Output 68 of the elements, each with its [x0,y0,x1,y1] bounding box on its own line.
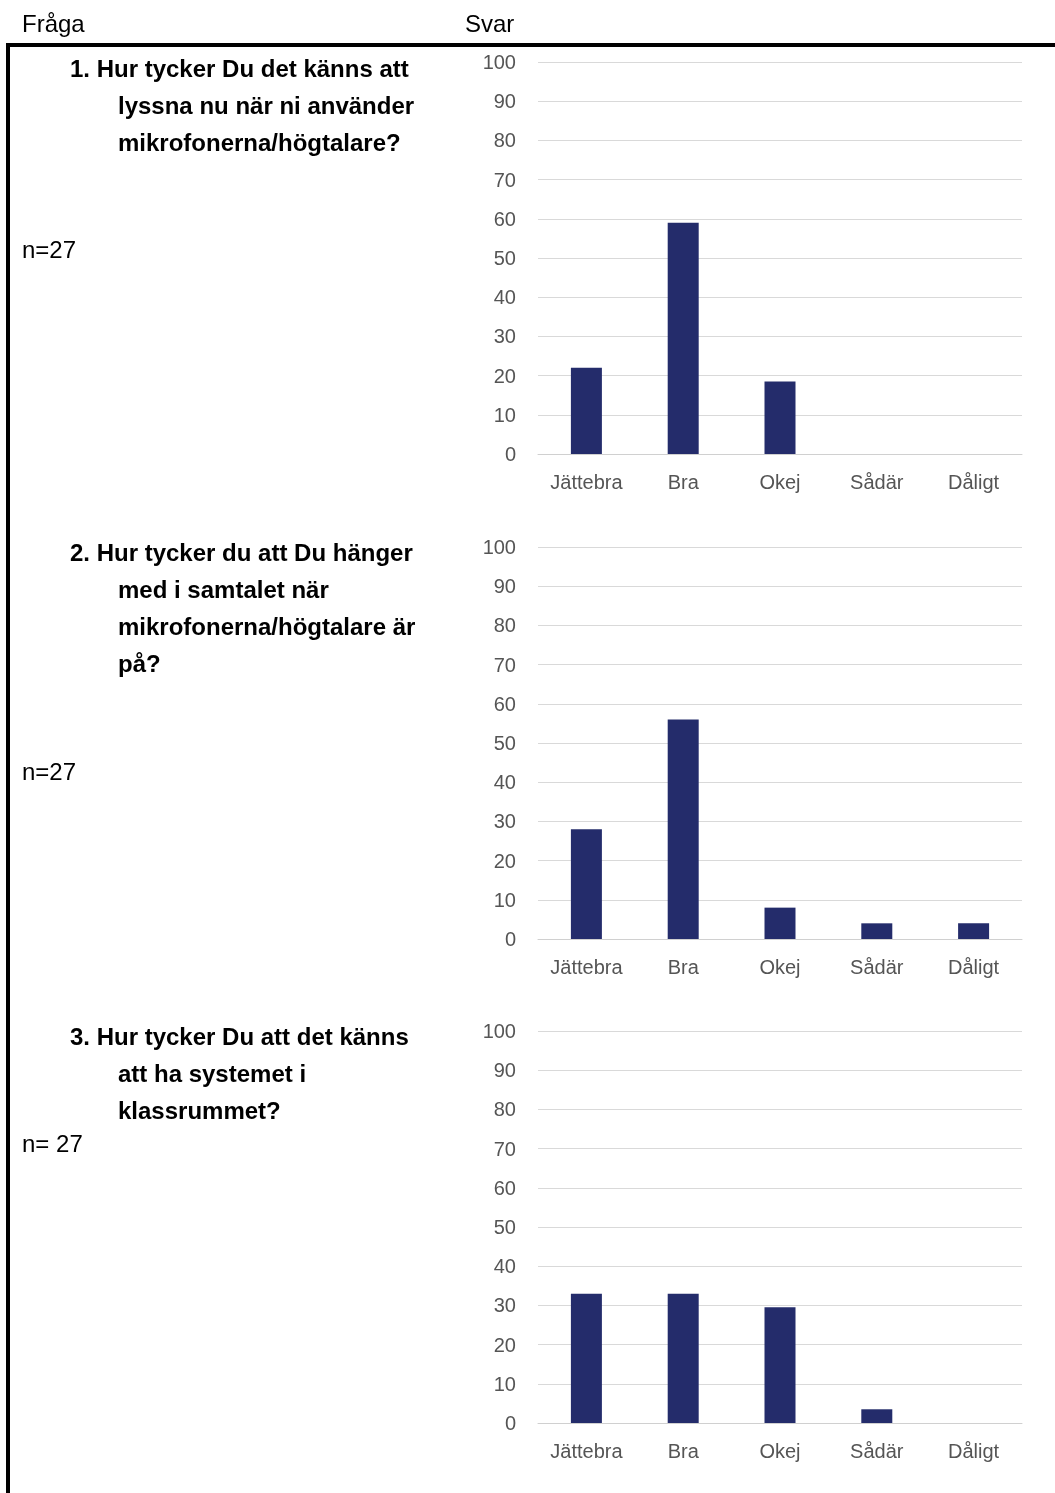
y-tick-label: 20 [493,1333,516,1356]
y-tick-label: 50 [493,732,516,754]
y-tick-label: 30 [493,325,516,348]
bar [861,923,893,939]
y-tick-label: 40 [493,286,516,309]
y-tick-label: 60 [493,692,516,715]
x-tick-label: Dåligt [948,471,1000,493]
x-tick-label: Sådär [850,471,904,493]
text: n=27 [22,236,77,264]
x-tick-label: Dåligt [948,1440,1000,1462]
bar [861,1409,893,1423]
y-tick-label: 30 [493,810,516,833]
y-tick-label: 100 [482,1020,516,1042]
y-tick-label: 0 [504,1412,516,1434]
y-tick-label: 20 [493,849,516,872]
y-tick-label: 40 [493,771,516,794]
x-tick-label: Okej [759,1440,801,1462]
x-tick-label: Okej [759,956,801,978]
y-tick-label: 0 [504,443,516,465]
y-tick-label: 10 [493,1372,516,1395]
x-tick-label: Dåligt [948,956,1000,978]
y-tick-label: 70 [493,653,516,676]
y-tick-label: 80 [493,1098,516,1121]
x-tick-label: Okej [759,471,801,493]
bar [667,719,699,939]
x-tick-label: Jättebra [550,1440,624,1462]
bar [764,381,796,454]
bar [570,1293,602,1423]
y-tick-label: 90 [493,575,516,598]
y-tick-label: 90 [493,1059,516,1082]
y-tick-label: 40 [493,1255,516,1278]
y-tick-label: 60 [493,207,516,230]
y-tick-label: 20 [493,364,516,387]
bar [570,829,602,939]
text: 3. Hur tycker Du att det känns att ha systemet i klassrummet? [70,1022,410,1126]
text: n=27 [22,758,77,786]
y-tick-label: 70 [493,1137,516,1160]
y-tick-label: 60 [493,1176,516,1199]
y-tick-label: 80 [493,614,516,637]
y-tick-label: 50 [493,1216,516,1238]
x-tick-label: Bra [667,956,700,978]
y-tick-label: 100 [482,536,516,558]
y-tick-label: 30 [493,1294,516,1317]
x-tick-label: Sådär [850,956,904,978]
text: Fråga [22,10,85,38]
y-tick-label: 100 [482,51,516,73]
x-tick-label: Jättebra [550,956,624,978]
bar [764,907,796,939]
text: Svar [465,10,515,38]
x-tick-label: Sådär [850,1440,904,1462]
y-tick-label: 70 [493,168,516,191]
bar [667,222,699,454]
x-tick-label: Bra [667,1440,700,1462]
y-tick-label: 90 [493,90,516,113]
bar [667,1293,699,1423]
y-tick-label: 50 [493,247,516,269]
y-tick-label: 0 [504,928,516,950]
bar [764,1307,796,1423]
y-tick-label: 10 [493,888,516,911]
bar [570,367,602,454]
text: n= 27 [22,1130,83,1158]
y-tick-label: 10 [493,403,516,426]
x-tick-label: Jättebra [550,471,624,493]
bar [958,923,990,939]
x-tick-label: Bra [667,471,700,493]
text: 1. Hur tycker Du det känns att lyssna nu när ni använder mikrofonerna/högtalare? [70,54,416,158]
y-tick-label: 80 [493,129,516,152]
text: 2. Hur tycker du att Du hänger med i samtalet när mikrofonerna/högtalare är på? [70,538,417,679]
